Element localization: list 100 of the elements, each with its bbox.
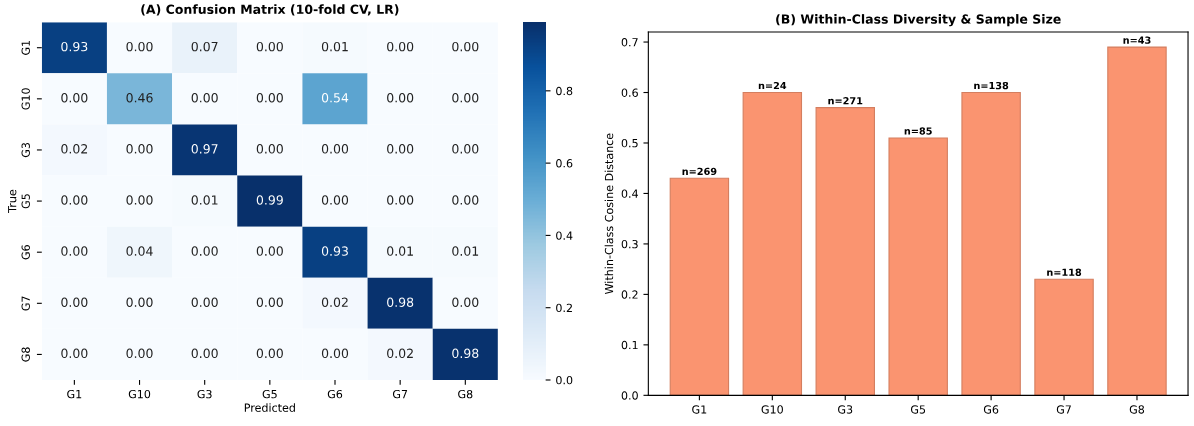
data-label: 0.00 bbox=[321, 195, 349, 205]
data-label: 0.00 bbox=[126, 195, 153, 205]
data-label: 0.00 bbox=[452, 41, 479, 52]
data-label: 0.98 bbox=[387, 297, 414, 307]
y-tick-label: G3 bbox=[21, 143, 30, 158]
x-tick-label: G3 bbox=[197, 389, 212, 399]
data-label: 0.00 bbox=[387, 41, 414, 52]
x-tick-label: G6 bbox=[983, 405, 999, 414]
data-label: 0.00 bbox=[387, 195, 414, 205]
chart-title: (B) Within-Class Diversity & Sample Size bbox=[776, 14, 1061, 27]
data-label: 0.98 bbox=[452, 348, 479, 359]
data-label: 0.00 bbox=[256, 297, 283, 307]
data-label: 0.54 bbox=[321, 93, 349, 103]
data-label: 0.00 bbox=[61, 93, 88, 103]
bar bbox=[1107, 46, 1167, 396]
data-label: 0.00 bbox=[452, 93, 479, 103]
data-label: 0.02 bbox=[387, 348, 413, 359]
data-label: 0.00 bbox=[387, 93, 414, 103]
data-label: 0.07 bbox=[191, 41, 218, 52]
annotation: n=24 bbox=[758, 81, 787, 90]
y-tick-label: 0.0 bbox=[621, 391, 638, 400]
x-tick-label: G8 bbox=[458, 389, 473, 399]
data-label: 0.93 bbox=[61, 41, 88, 52]
data-label: 0.01 bbox=[452, 246, 479, 256]
y-tick-label: G7 bbox=[21, 296, 30, 311]
x-tick-label: G10 bbox=[761, 405, 783, 414]
x-tick-label: G10 bbox=[128, 389, 151, 399]
data-label: 0.00 bbox=[452, 144, 479, 154]
chart-title: (A) Confusion Matrix (10-fold CV, LR) bbox=[141, 4, 399, 16]
x-tick-label: G5 bbox=[910, 405, 926, 414]
annotation: n=269 bbox=[682, 167, 717, 176]
data-label: 0.00 bbox=[191, 246, 218, 256]
y-tick-label: 0.7 bbox=[621, 38, 638, 47]
y-axis-title: Within-Class Cosine Distance bbox=[604, 133, 614, 295]
x-axis-title: Predicted bbox=[244, 403, 295, 412]
y-tick-label: 0.2 bbox=[621, 290, 638, 299]
data-label: 0.00 bbox=[387, 144, 414, 154]
data-label: 0.00 bbox=[191, 297, 218, 307]
data-label: 0.00 bbox=[256, 246, 283, 256]
x-tick-label: G6 bbox=[327, 389, 343, 399]
data-label: 0.01 bbox=[321, 41, 348, 52]
data-label: 0.00 bbox=[126, 41, 153, 52]
bar bbox=[1034, 278, 1094, 396]
data-label: 0.01 bbox=[191, 195, 218, 205]
color-bar-label: 0.8 bbox=[556, 86, 573, 96]
annotation: n=138 bbox=[974, 81, 1009, 90]
data-label: 0.97 bbox=[191, 144, 218, 154]
data-label: 0.00 bbox=[191, 348, 218, 359]
data-label: 0.00 bbox=[126, 348, 153, 359]
data-label: 0.00 bbox=[452, 297, 479, 307]
data-label: 0.00 bbox=[256, 348, 283, 359]
x-tick-label: G5 bbox=[262, 389, 277, 399]
color-bar-label: 0.6 bbox=[556, 159, 573, 168]
color-bar-label: 0.0 bbox=[556, 375, 573, 385]
data-label: 0.02 bbox=[61, 144, 88, 154]
color-bar-label: 0.2 bbox=[556, 303, 572, 313]
x-tick-label: G8 bbox=[1129, 405, 1145, 414]
bar bbox=[742, 91, 803, 396]
y-tick-label: 0.6 bbox=[621, 88, 638, 97]
bar bbox=[669, 177, 730, 396]
data-label: 0.00 bbox=[126, 297, 153, 307]
y-tick-label: 0.1 bbox=[621, 340, 638, 350]
y-tick-label: 0.3 bbox=[621, 239, 638, 249]
x-tick-label: G1 bbox=[67, 389, 82, 399]
y-tick-label: G1 bbox=[21, 40, 30, 55]
x-tick-label: G1 bbox=[692, 405, 707, 414]
data-label: 0.00 bbox=[256, 144, 283, 154]
data-label: 0.00 bbox=[191, 93, 218, 103]
y-tick-label: G10 bbox=[21, 88, 30, 110]
color-bar-label: 0.4 bbox=[556, 231, 573, 240]
data-label: 0.00 bbox=[321, 144, 349, 154]
y-tick-label: G8 bbox=[21, 347, 30, 362]
annotation: n=85 bbox=[904, 127, 932, 135]
data-label: 0.02 bbox=[321, 297, 348, 307]
data-label: 0.99 bbox=[256, 195, 283, 205]
data-label: 0.01 bbox=[387, 246, 413, 256]
data-label: 0.00 bbox=[61, 348, 88, 359]
annotation: n=118 bbox=[1047, 268, 1082, 276]
data-label: 0.00 bbox=[256, 41, 283, 52]
data-label: 0.00 bbox=[61, 195, 88, 205]
data-label: 0.46 bbox=[126, 93, 153, 103]
y-tick-label: G6 bbox=[21, 245, 30, 260]
x-tick-label: G7 bbox=[1056, 405, 1071, 414]
x-tick-label: G3 bbox=[838, 405, 853, 414]
data-label: 0.00 bbox=[256, 93, 283, 103]
y-axis-title: True bbox=[8, 189, 17, 213]
data-label: 0.00 bbox=[452, 195, 479, 205]
bar bbox=[888, 137, 948, 396]
data-label: 0.00 bbox=[61, 297, 88, 307]
data-label: 0.93 bbox=[321, 246, 348, 256]
data-label: 0.00 bbox=[61, 246, 88, 256]
y-tick-label: 0.5 bbox=[621, 138, 638, 148]
data-label: 0.00 bbox=[321, 348, 349, 359]
data-label: 0.00 bbox=[126, 144, 153, 154]
annotation: n=271 bbox=[828, 97, 863, 105]
y-tick-label: G5 bbox=[21, 194, 30, 209]
x-tick-label: G7 bbox=[392, 389, 408, 399]
y-tick-label: 0.4 bbox=[621, 189, 638, 198]
annotation: n=43 bbox=[1123, 36, 1151, 44]
data-label: 0.04 bbox=[126, 246, 153, 256]
